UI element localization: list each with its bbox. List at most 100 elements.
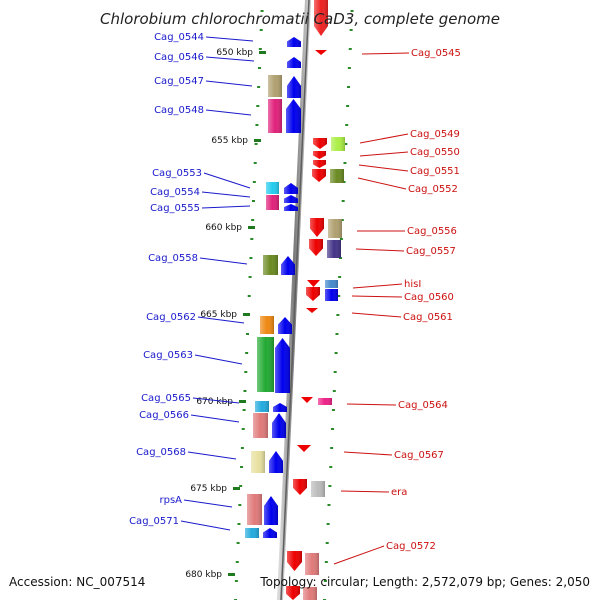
- reverse-gene-arrow[interactable]: [297, 445, 311, 452]
- leader-line: [201, 205, 251, 209]
- gene-label-cag-0563[interactable]: Cag_0563: [143, 350, 193, 361]
- gene-label-cag-0558[interactable]: Cag_0558: [148, 253, 198, 264]
- gene-label-cag-0564[interactable]: Cag_0564: [398, 400, 448, 411]
- gene-label-hisi[interactable]: hisI: [404, 279, 421, 290]
- forward-gene-shading: [273, 403, 287, 412]
- track-dash: [259, 29, 263, 31]
- gene-features: [245, 0, 345, 600]
- forward-gene-shading: [287, 76, 301, 98]
- gene-label-cag-0555[interactable]: Cag_0555: [150, 203, 200, 214]
- reverse-gene-arrow[interactable]: [301, 397, 313, 403]
- track-dash: [338, 276, 342, 278]
- leader-line: [351, 295, 403, 298]
- track-dash: [252, 200, 255, 202]
- track-dash: [258, 48, 262, 50]
- track-dash: [350, 10, 354, 12]
- accession-text: Accession: NC_007514: [9, 575, 145, 589]
- track-dash: [260, 10, 264, 12]
- forward-gene-shading: [263, 528, 277, 538]
- reverse-gene-shading: [306, 287, 320, 301]
- gene-label-cag-0544[interactable]: Cag_0544: [154, 32, 204, 43]
- forward-gene-shading: [284, 195, 298, 203]
- gene-label-cag-0560[interactable]: Cag_0560: [404, 292, 454, 303]
- leader-line: [351, 312, 402, 318]
- forward-gene-shading: [269, 451, 283, 473]
- reverse-gene-arrow[interactable]: [307, 280, 320, 287]
- gene-label-cag-0553[interactable]: Cag_0553: [152, 168, 202, 179]
- leader-line: [183, 499, 233, 508]
- leader-line: [340, 490, 390, 493]
- track-dash: [257, 67, 261, 69]
- gene-label-cag-0548[interactable]: Cag_0548: [154, 105, 204, 116]
- gene-label-cag-0557[interactable]: Cag_0557: [406, 246, 456, 257]
- leader-line: [180, 520, 231, 531]
- track-dash: [331, 409, 335, 411]
- kbp-tick-mark: [239, 400, 246, 403]
- leader-line: [190, 414, 240, 423]
- track-dash: [344, 143, 348, 145]
- gene-label-era[interactable]: era: [391, 487, 407, 498]
- gene-label-cag-0545[interactable]: Cag_0545: [411, 48, 461, 59]
- track-dash: [241, 428, 245, 430]
- leader-line: [361, 52, 410, 55]
- track-dash: [326, 523, 330, 525]
- gene-label-cag-0565[interactable]: Cag_0565: [141, 393, 191, 404]
- map-title: Chlorobium chlorochromatii CaD3, complet…: [100, 10, 500, 28]
- track-dash: [325, 542, 329, 544]
- gene-box-shading: [330, 169, 344, 183]
- leader-line: [359, 133, 409, 144]
- reverse-gene-shading: [312, 169, 326, 182]
- gene-label-cag-0572[interactable]: Cag_0572: [386, 541, 436, 552]
- gene-label-cag-0561[interactable]: Cag_0561: [403, 312, 453, 323]
- track-dash: [329, 466, 333, 468]
- leader-line: [187, 451, 237, 460]
- forward-gene-shading: [281, 256, 295, 275]
- leader-line: [359, 151, 409, 157]
- gene-label-cag-0547[interactable]: Cag_0547: [154, 76, 204, 87]
- leader-line: [197, 316, 245, 324]
- track-dash: [336, 314, 340, 316]
- gene-box-shading: [245, 528, 259, 538]
- gene-label-cag-0568[interactable]: Cag_0568: [136, 447, 186, 458]
- gene-label-cag-0566[interactable]: Cag_0566: [139, 410, 189, 421]
- gene-box-shading: [247, 494, 262, 525]
- gene-label-cag-0549[interactable]: Cag_0549: [410, 129, 460, 140]
- track-dash: [345, 124, 349, 126]
- kbp-tick-mark: [233, 487, 240, 490]
- track-dash: [335, 333, 339, 335]
- gene-label-cag-0546[interactable]: Cag_0546: [154, 52, 204, 63]
- genome-axis: [277, 0, 311, 600]
- forward-gene-shading: [286, 99, 301, 133]
- track-dash: [237, 523, 241, 525]
- gene-label-cag-0567[interactable]: Cag_0567: [394, 450, 444, 461]
- track-dash: [243, 390, 247, 392]
- reverse-gene-shading: [287, 551, 302, 571]
- track-dash: [253, 162, 257, 164]
- kbp-ticks: 650 kbp 655 kbp 660 kbp 665 kbp 670 kbp 675 k…: [185, 48, 266, 580]
- gene-label-cag-0562[interactable]: Cag_0562: [146, 312, 196, 323]
- gene-box-shading: [268, 75, 282, 97]
- kbp-tick-label: 650 kbp: [216, 48, 253, 58]
- leader-line: [205, 80, 253, 87]
- kbp-tick-mark: [228, 573, 235, 576]
- leader-line: [357, 177, 407, 190]
- gene-label-cag-0554[interactable]: Cag_0554: [150, 187, 200, 198]
- gene-label-cag-0552[interactable]: Cag_0552: [408, 184, 458, 195]
- leader-line: [203, 172, 251, 189]
- track-dash: [346, 86, 350, 88]
- leader-line: [194, 354, 243, 365]
- gene-box-shading: [266, 195, 279, 210]
- gene-box-shading: [328, 219, 342, 238]
- gene-label-rpsa[interactable]: rpsA: [159, 495, 182, 506]
- gene-label-cag-0551[interactable]: Cag_0551: [410, 166, 460, 177]
- track-dash: [235, 561, 239, 563]
- gene-label-cag-0556[interactable]: Cag_0556: [407, 226, 457, 237]
- gene-label-cag-0571[interactable]: Cag_0571: [129, 516, 179, 527]
- gene-box-shading: [266, 182, 279, 194]
- reverse-gene-arrow[interactable]: [306, 308, 318, 313]
- gene-label-cag-0550[interactable]: Cag_0550: [410, 147, 460, 158]
- track-dash: [234, 580, 238, 582]
- genome-axis-highlight: [280, 0, 310, 600]
- reverse-gene-arrow[interactable]: [315, 50, 327, 55]
